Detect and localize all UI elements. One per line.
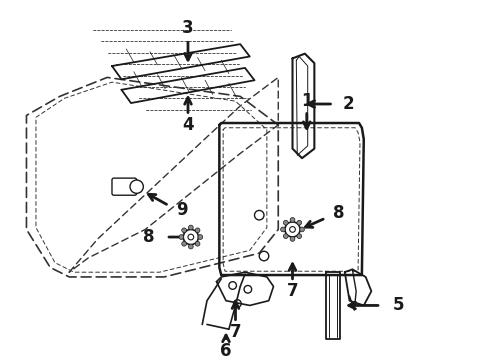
Circle shape	[198, 235, 203, 239]
Circle shape	[130, 180, 144, 193]
Text: 6: 6	[220, 342, 232, 360]
Circle shape	[283, 234, 288, 239]
Text: 4: 4	[182, 116, 194, 134]
Text: 8: 8	[333, 204, 345, 222]
Circle shape	[299, 227, 304, 232]
Circle shape	[297, 220, 302, 225]
Circle shape	[189, 225, 193, 230]
Text: 7: 7	[287, 282, 298, 300]
Circle shape	[285, 222, 300, 237]
Text: 3: 3	[182, 19, 194, 37]
Circle shape	[182, 228, 187, 233]
Circle shape	[179, 235, 184, 239]
Circle shape	[195, 241, 200, 246]
Circle shape	[290, 237, 295, 241]
Text: 2: 2	[343, 95, 354, 113]
Text: 7: 7	[230, 323, 241, 341]
Text: 9: 9	[175, 202, 187, 220]
Circle shape	[195, 228, 200, 233]
Circle shape	[283, 220, 288, 225]
Text: 8: 8	[143, 228, 155, 246]
Circle shape	[297, 234, 302, 239]
Text: 5: 5	[392, 296, 404, 314]
Circle shape	[189, 244, 193, 249]
FancyBboxPatch shape	[112, 178, 137, 195]
Circle shape	[183, 229, 198, 245]
Circle shape	[281, 227, 285, 232]
Circle shape	[290, 217, 295, 222]
Circle shape	[182, 241, 187, 246]
Text: 1: 1	[301, 92, 313, 110]
